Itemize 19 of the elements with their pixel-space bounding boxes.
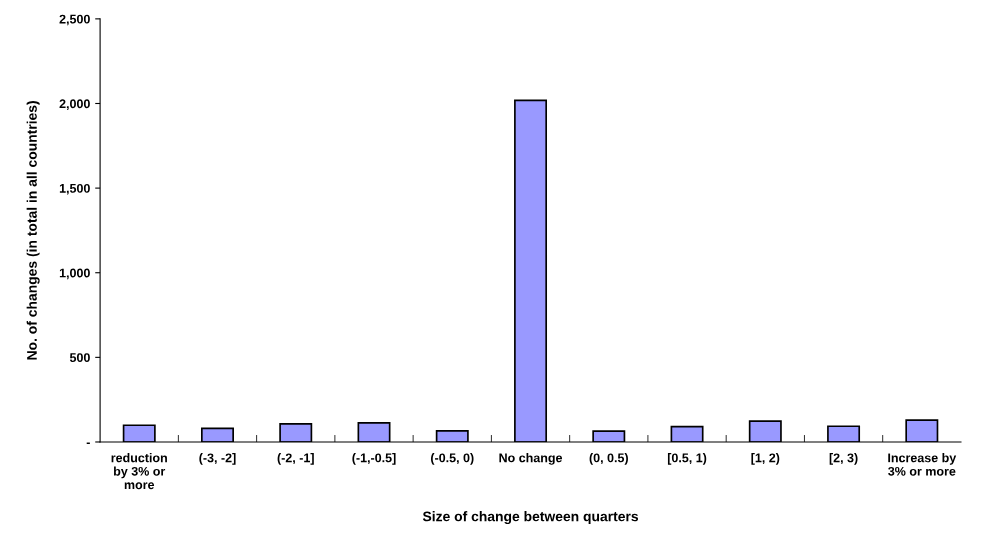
x-tick-label: Increase by 3% or more	[888, 453, 957, 476]
y-tick-label: 2,000	[59, 99, 90, 110]
y-tick-label: 2,500	[59, 14, 90, 26]
y-tick-label: 1,000	[59, 268, 90, 280]
y-tick-label: -	[86, 442, 90, 445]
y-tick-label: 500	[69, 353, 90, 363]
x-tick-label: (-0.5, 0)	[431, 453, 474, 465]
x-tick-label: (-1,-0.5]	[352, 453, 396, 465]
x-tick-label: [2, 3)	[829, 453, 858, 465]
x-tick-label: [0.5, 1)	[667, 453, 707, 465]
x-tick-label: No change	[499, 453, 563, 465]
x-axis-title: Size of change between quarters	[422, 511, 639, 525]
y-axis-title: No. of changes (in total in all countries)	[26, 101, 40, 360]
x-tick-label: (0, 0.5)	[589, 453, 628, 465]
x-tick-label: (-3, -2]	[199, 453, 236, 465]
x-tick-label: reduction by 3% or more	[111, 453, 167, 490]
x-tick-label: [1, 2)	[751, 453, 780, 465]
x-tick-label: (-2, -1]	[277, 453, 314, 465]
y-tick-label: 1,500	[59, 183, 90, 195]
